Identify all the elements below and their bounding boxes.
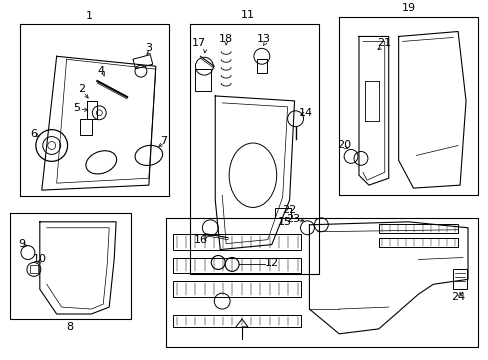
Text: 2: 2 <box>78 84 85 94</box>
Text: 21: 21 <box>376 39 390 48</box>
Text: 22: 22 <box>282 205 296 215</box>
Text: 18: 18 <box>219 35 233 44</box>
Bar <box>256 59 266 73</box>
Text: 20: 20 <box>336 140 350 150</box>
Bar <box>172 315 301 327</box>
Text: 24: 24 <box>450 292 464 302</box>
Bar <box>81 119 92 135</box>
Text: 9: 9 <box>19 239 25 249</box>
Bar <box>172 281 301 297</box>
Text: 8: 8 <box>66 322 73 332</box>
Bar <box>172 234 301 249</box>
Bar <box>172 257 301 273</box>
Text: 3: 3 <box>145 43 152 53</box>
Text: 14: 14 <box>298 108 312 118</box>
Text: 19: 19 <box>401 3 415 13</box>
Text: 6: 6 <box>30 129 37 139</box>
Text: 1: 1 <box>86 11 93 21</box>
Bar <box>30 265 38 273</box>
Text: 5: 5 <box>73 103 80 113</box>
Text: 13: 13 <box>256 35 270 44</box>
Bar <box>195 69 211 91</box>
Bar <box>378 238 457 247</box>
Bar <box>133 55 152 69</box>
Bar <box>452 269 466 289</box>
Bar <box>378 224 457 233</box>
Text: 15: 15 <box>277 217 291 227</box>
Text: 16: 16 <box>193 235 207 245</box>
Text: 7: 7 <box>160 136 167 145</box>
Text: 10: 10 <box>33 255 47 265</box>
Text: 4: 4 <box>98 66 104 76</box>
Text: 23: 23 <box>286 214 300 224</box>
Bar <box>274 208 290 218</box>
Text: 11: 11 <box>241 10 254 20</box>
Text: 17: 17 <box>191 39 205 48</box>
Text: 12: 12 <box>264 258 278 269</box>
